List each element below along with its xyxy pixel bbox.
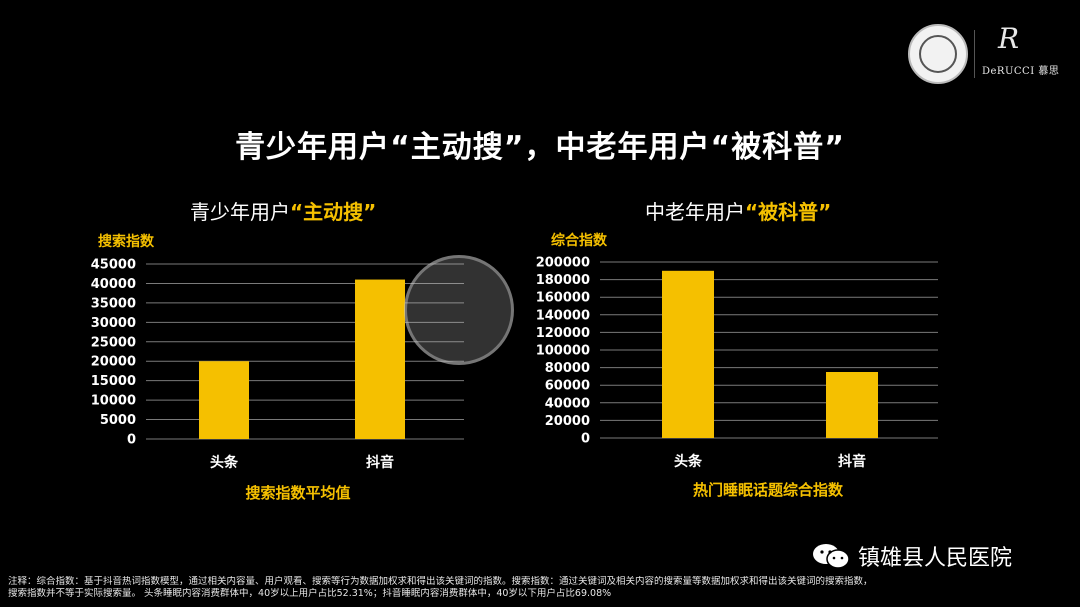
- chart-1-y-tick-label: 30000: [91, 316, 136, 331]
- footnote: 注释：综合指数：基于抖音热词指数模型，通过相关内容量、用户观看、搜索等行为数据加…: [8, 576, 1072, 600]
- chart-1-y-tick-label: 15000: [91, 374, 136, 389]
- chart-1-y-tick-label: 35000: [91, 296, 136, 311]
- chart-1-x-axis-title: 搜索指数平均值: [245, 484, 350, 502]
- chart-1-y-tick-label: 0: [127, 433, 136, 448]
- society-seal-icon: [908, 24, 968, 84]
- left-panel-title-highlight: “主动搜”: [290, 200, 377, 224]
- chart-2-y-tick-label: 60000: [545, 379, 590, 394]
- chart-2-y-tick-label: 160000: [536, 291, 590, 306]
- chart-1-x-tick-label: 抖音: [366, 454, 394, 471]
- chart-2-y-tick-label: 0: [581, 432, 590, 447]
- left-panel-title: 青少年用户“主动搜”: [190, 196, 376, 225]
- chart-1-y-axis-label: 搜索指数: [98, 233, 155, 250]
- society-watermark-icon: [404, 255, 514, 365]
- chart-2-x-axis-title: 热门睡眠话题综合指数: [693, 481, 844, 499]
- right-panel-title-highlight: “被科普”: [745, 200, 832, 224]
- chart-1-y-tick-label: 10000: [91, 394, 136, 409]
- chart-2-y-tick-label: 200000: [536, 256, 590, 271]
- chart-2-bar-2: [826, 372, 878, 438]
- brand-mark: R: [998, 22, 1020, 55]
- chart-1-y-tick-label: 5000: [100, 413, 136, 428]
- wechat-icon: [812, 542, 850, 570]
- footnote-line-2: 搜索指数并不等于实际搜索量。 头条睡眠内容消费群体中，40岁以上用户占比52.3…: [8, 588, 612, 599]
- title-part-2: “主动搜”: [390, 130, 525, 165]
- title-part-4: “被科普”: [710, 130, 845, 165]
- wechat-account-name: 镇雄县人民医院: [858, 546, 1013, 571]
- logo-divider: [974, 30, 975, 78]
- chart-2-y-tick-label: 100000: [536, 344, 590, 359]
- left-panel-title-prefix: 青少年用户: [190, 200, 290, 224]
- chart-2-y-tick-label: 80000: [545, 361, 590, 376]
- right-panel-title: 中老年用户“被科普”: [645, 196, 831, 225]
- title-part-3: ，中老年用户: [524, 130, 711, 165]
- chart-1-x-tick-label: 头条: [210, 454, 239, 471]
- chart-1-y-tick-label: 40000: [91, 277, 136, 292]
- footnote-line-1: 注释：综合指数：基于抖音热词指数模型，通过相关内容量、用户观看、搜索等行为数据加…: [8, 576, 873, 587]
- chart-2-y-tick-label: 140000: [536, 308, 590, 323]
- chart-2-x-tick-label: 抖音: [838, 453, 866, 470]
- right-panel-title-prefix: 中老年用户: [645, 200, 745, 224]
- chart-2-x-tick-label: 头条: [674, 453, 703, 470]
- chart-1-y-tick-label: 25000: [91, 335, 136, 350]
- chart-1-y-tick-label: 45000: [91, 258, 136, 273]
- chart-2-bar-1: [662, 270, 714, 438]
- wechat-account: 镇雄县人民医院: [812, 540, 1012, 572]
- brand-name: DeRUCCI 慕思: [982, 66, 1060, 77]
- chart-1-y-tick-label: 20000: [91, 355, 136, 370]
- chart-1-bar-1: [199, 361, 249, 439]
- chart-2-y-axis-label: 综合指数: [551, 232, 608, 249]
- chart-2-y-tick-label: 40000: [545, 396, 590, 411]
- logo-area: R DeRUCCI 慕思: [908, 20, 1060, 90]
- chart-1-bar-2: [355, 279, 405, 439]
- chart-2-y-tick-label: 20000: [545, 414, 590, 429]
- chart-2-y-tick-label: 180000: [536, 273, 590, 288]
- title-part-1: 青少年用户: [235, 130, 391, 165]
- page-title: 青少年用户“主动搜”，中老年用户“被科普”: [0, 122, 1080, 166]
- chart-2-y-tick-label: 120000: [536, 326, 590, 341]
